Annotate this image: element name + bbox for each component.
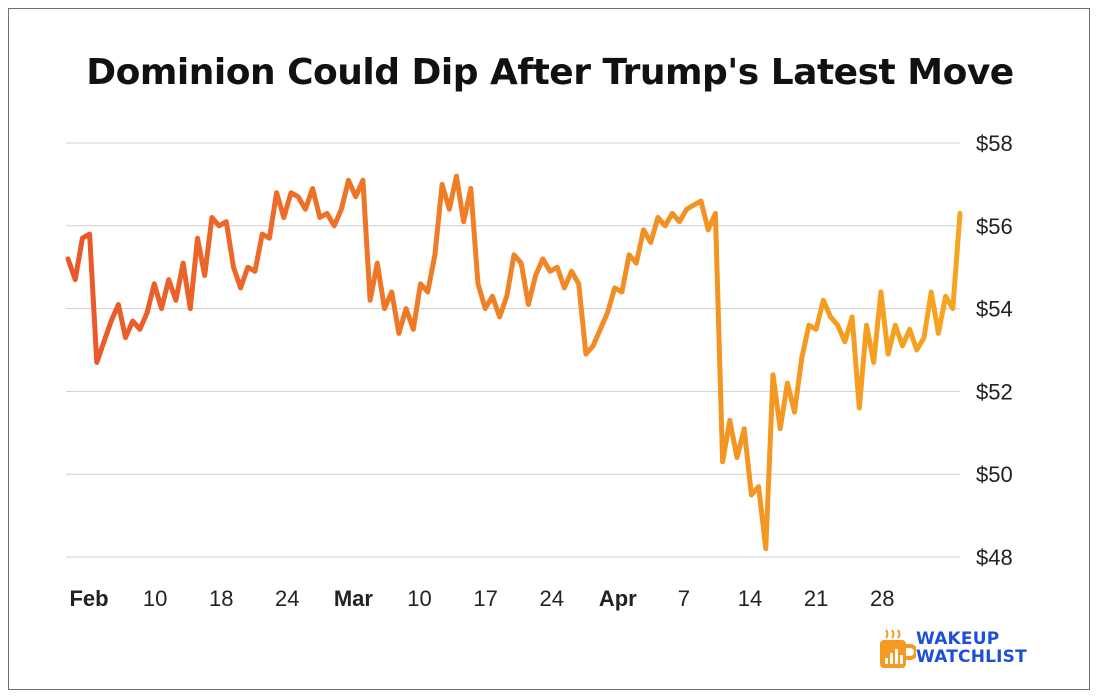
y-tick-label: $52 bbox=[976, 379, 1013, 404]
y-tick-label: $58 bbox=[976, 131, 1013, 156]
chart-frame bbox=[8, 8, 1090, 690]
x-axis-ticks: Feb 10 18 24 Mar 10 17 24 Apr 7 14 21 28 bbox=[69, 586, 894, 611]
x-tick-label: 7 bbox=[678, 586, 690, 611]
chart-title: Dominion Could Dip After Trump's Latest … bbox=[86, 52, 1014, 93]
y-tick-label: $50 bbox=[976, 462, 1013, 487]
x-tick-label: 14 bbox=[738, 586, 762, 611]
x-tick-label: 17 bbox=[473, 586, 497, 611]
x-tick-label: Feb bbox=[69, 586, 108, 611]
x-tick-label: 18 bbox=[209, 586, 233, 611]
x-tick-label: Mar bbox=[334, 586, 374, 611]
wakeup-watchlist-logo: WAKEUP WATCHLIST bbox=[876, 628, 1046, 678]
gridlines bbox=[66, 142, 960, 558]
y-tick-label: $56 bbox=[976, 214, 1013, 239]
x-tick-label: 21 bbox=[804, 586, 828, 611]
x-tick-label: 10 bbox=[143, 586, 167, 611]
price-line bbox=[65, 173, 963, 552]
y-tick-label: $48 bbox=[976, 545, 1013, 570]
x-tick-label: 28 bbox=[870, 586, 894, 611]
coffee-mug-icon bbox=[880, 629, 918, 668]
y-tick-label: $54 bbox=[976, 297, 1013, 322]
x-tick-label: 24 bbox=[539, 586, 563, 611]
x-tick-label: 10 bbox=[407, 586, 431, 611]
logo-line-1: WAKEUP bbox=[916, 629, 1000, 649]
logo-wordmark: WAKEUP WATCHLIST bbox=[916, 630, 1027, 666]
x-tick-label: Apr bbox=[599, 586, 637, 611]
x-tick-label: 24 bbox=[275, 586, 299, 611]
y-axis-ticks: $48 $50 $52 $54 $56 $58 bbox=[976, 131, 1013, 570]
logo-line-2: WATCHLIST bbox=[916, 647, 1027, 667]
